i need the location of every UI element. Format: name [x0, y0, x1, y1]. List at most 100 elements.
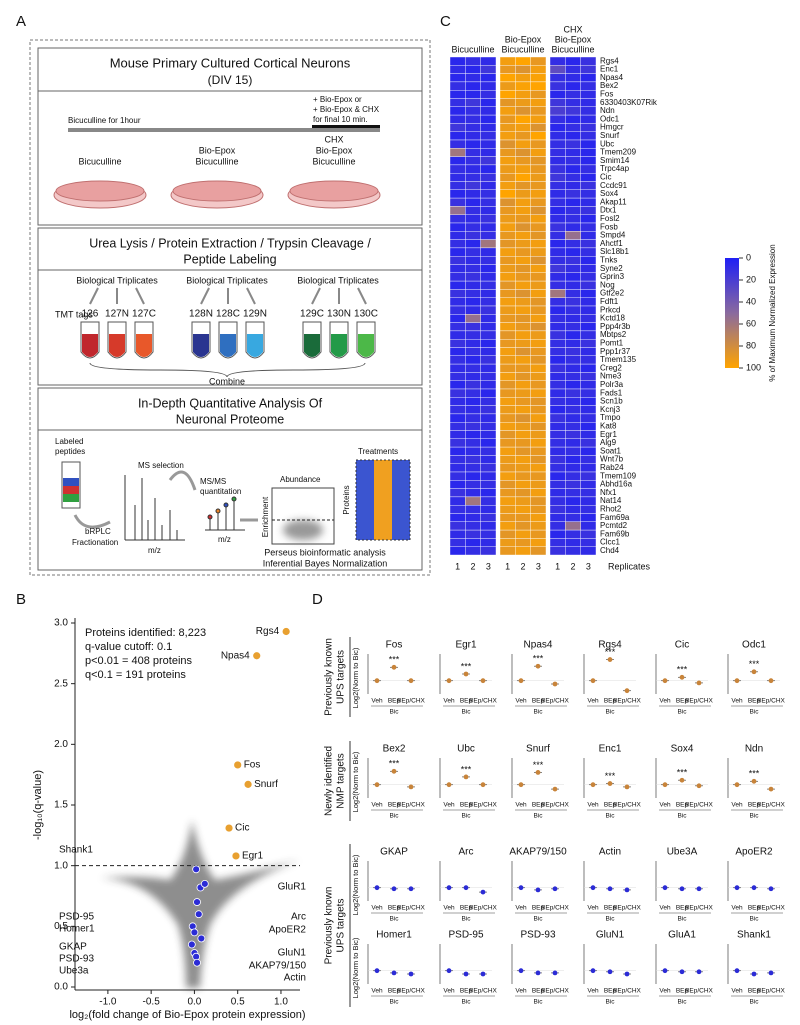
gene-label: Ubc	[600, 139, 614, 148]
group-label: BEp/CHX	[469, 988, 497, 995]
group-title: Bic	[389, 813, 399, 820]
replicate-label: 3	[536, 561, 541, 571]
dot	[607, 781, 613, 786]
heat-cell	[580, 438, 597, 448]
group-title: Bic	[677, 813, 687, 820]
replicate-label: 3	[486, 561, 491, 571]
heat-cell	[549, 413, 566, 423]
heat-cell	[480, 289, 497, 298]
heat-cell	[565, 496, 581, 506]
dot	[446, 678, 452, 684]
heat-cell	[565, 181, 581, 191]
heat-cell	[515, 471, 531, 481]
timeline-bar	[68, 128, 380, 132]
tubes: 126 127N 127C 128N 128C 129N 129C 130N 130C	[80, 287, 378, 359]
heat-cell	[565, 214, 581, 224]
heat-cell	[580, 89, 597, 99]
heat-cell	[499, 123, 516, 132]
heat-cell	[530, 322, 547, 332]
heat-cell	[449, 372, 466, 381]
heat-cell	[549, 297, 566, 307]
heat-cell	[580, 139, 597, 149]
x-tick-label: 1.0	[274, 997, 288, 1008]
heat-cell	[449, 305, 466, 315]
heat-cell	[449, 206, 466, 215]
heat-cell	[480, 280, 497, 290]
heat-cell	[515, 164, 531, 174]
colorbar-tick-label: 100	[746, 362, 761, 372]
group-label: BEp	[748, 988, 761, 995]
heat-cell	[449, 65, 466, 74]
heat-cell	[580, 463, 597, 473]
y-tick-label: 1.5	[54, 800, 68, 811]
section-box	[37, 47, 423, 226]
y-axis-label: Log2(Norm to Bic)	[351, 854, 360, 915]
heat-cell	[515, 513, 531, 523]
plot-title: PSD-93	[520, 930, 555, 941]
group-label: Veh	[659, 802, 671, 809]
x-axis-label: log₂(fold change of Bio-Epox protein exp…	[69, 1009, 305, 1021]
heat-cell	[580, 422, 597, 431]
heat-cell	[549, 488, 566, 498]
gene-label: Polr3a	[600, 380, 624, 389]
highlight-point	[233, 760, 243, 770]
heat-cell	[515, 256, 531, 265]
group-title: Bic	[533, 813, 543, 820]
heat-cell	[580, 372, 597, 381]
dot	[590, 968, 596, 974]
heat-cell	[499, 214, 516, 224]
heat-cell	[515, 189, 531, 199]
heat-cell	[565, 222, 581, 232]
heat-cell	[465, 314, 481, 323]
heat-cell	[565, 380, 581, 390]
heat-cell	[499, 430, 516, 440]
heat-cell	[449, 197, 466, 207]
dish-label: Bicuculline	[195, 156, 238, 166]
heat-cell	[549, 546, 566, 556]
heat-cell	[465, 89, 481, 99]
heat-cell	[549, 529, 566, 539]
tmt-tag: 129C	[300, 309, 324, 320]
heat-cell	[580, 322, 597, 332]
highlight-point	[224, 823, 234, 833]
tube-fill	[304, 334, 320, 357]
heat-cell	[580, 239, 597, 249]
group-title: Bic	[389, 999, 399, 1006]
group-label: Veh	[731, 802, 743, 809]
heat-cell	[565, 56, 581, 66]
heat-cell	[480, 446, 497, 456]
heat-cell	[549, 289, 566, 298]
gene-label: Kat8	[600, 421, 617, 430]
heat-cell	[515, 438, 531, 448]
heat-cell	[480, 256, 497, 265]
msms-spectrum	[205, 496, 245, 531]
dot	[446, 885, 452, 891]
heat-cell	[449, 156, 466, 166]
dot	[535, 770, 541, 775]
plot-title: Snurf	[526, 744, 550, 755]
heat-cell	[465, 239, 481, 249]
panel-a: A Mouse Primary Cultured Cortical Neuron…	[16, 13, 431, 576]
heat-cell	[549, 256, 566, 265]
group-label: BEp/CHX	[613, 988, 641, 995]
group-title: Bic	[749, 813, 759, 820]
group-label: BEp/CHX	[685, 905, 713, 912]
gene-label: Kcnj3	[600, 405, 621, 414]
arrow	[357, 287, 367, 305]
dot	[391, 970, 397, 976]
heat-cell	[565, 355, 581, 365]
heat-cell	[530, 280, 547, 290]
replicate-label: 2	[570, 561, 575, 571]
heat-cell	[499, 89, 516, 99]
gene-label: Bex2	[600, 81, 619, 90]
significance: ***	[533, 760, 544, 770]
group-label: BEp	[676, 988, 689, 995]
heat-cell	[549, 206, 566, 215]
group-title: Bic	[749, 709, 759, 716]
gene-label: Tmem135	[600, 355, 637, 364]
heat-cell	[549, 496, 566, 506]
plot-title: GKAP	[380, 847, 408, 858]
heat-cell	[515, 330, 531, 340]
heat-cell	[565, 148, 581, 157]
gene-label: Ahctf1	[600, 239, 623, 248]
